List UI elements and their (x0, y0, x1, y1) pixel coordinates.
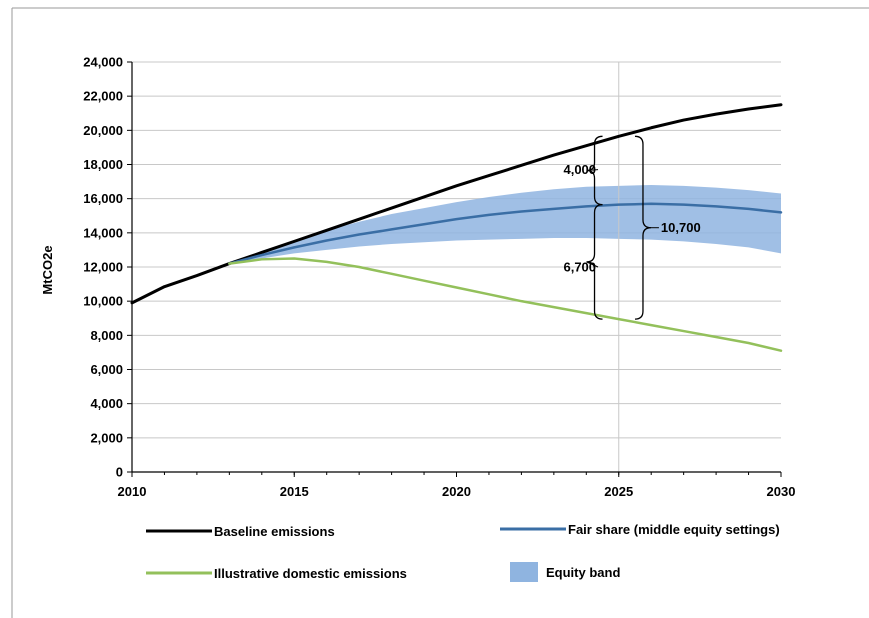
y-tick-label: 22,000 (83, 89, 123, 104)
legend: Baseline emissions Fair share (middle equ… (146, 522, 780, 582)
x-tick-label: 2020 (442, 484, 471, 499)
series-line-illustrative-domestic-emissions (228, 257, 783, 352)
x-tick-label: 2015 (280, 484, 309, 499)
annotation-leader (586, 261, 599, 268)
legend-label-baseline-emissions: Baseline emissions (214, 524, 335, 539)
x-tick-label: 2030 (767, 484, 796, 499)
y-tick-label: 14,000 (83, 225, 123, 240)
gridlines (132, 61, 781, 439)
series-line-fair-share-middle-equity-settings (228, 202, 783, 265)
axes-layer: 0 2,000 4,000 6,000 8,000 10,000 12,000 14,000 1… (83, 55, 795, 500)
y-axis-label: MtCO2e (40, 245, 55, 294)
legend-label-equity-band: Equity band (546, 565, 620, 580)
annotation-leader (586, 169, 599, 171)
legend-swatch-equity-band (510, 562, 538, 582)
y-tick-label: 16,000 (83, 191, 123, 206)
legend-label-illustrative-domestic-emissions: Illustrative domestic emissions (214, 566, 407, 581)
annotations-layer: 4,000 6,700 10,700 (563, 162, 700, 274)
y-tick-label: 12,000 (83, 260, 123, 275)
y-tick-label: 18,000 (83, 157, 123, 172)
y-tick-label: 4,000 (90, 396, 123, 411)
x-tick-label: 2010 (118, 484, 147, 499)
annotation-label: 10,700 (661, 220, 701, 235)
x-tick-label: 2025 (604, 484, 633, 499)
y-tick-label: 6,000 (90, 362, 123, 377)
y-tick-label: 0 (116, 465, 123, 480)
y-tick-label: 8,000 (90, 328, 123, 343)
y-tick-label: 2,000 (90, 430, 123, 445)
y-tick-label: 10,000 (83, 294, 123, 309)
legend-label-fair-share-middle-equity-settings: Fair share (middle equity settings) (568, 522, 780, 537)
annotation-label: 6,700 (563, 260, 596, 275)
y-tick-label: 24,000 (83, 55, 123, 70)
annotation-label: 4,000 (563, 162, 596, 177)
y-tick-label: 20,000 (83, 123, 123, 138)
series-layer (130, 103, 783, 352)
